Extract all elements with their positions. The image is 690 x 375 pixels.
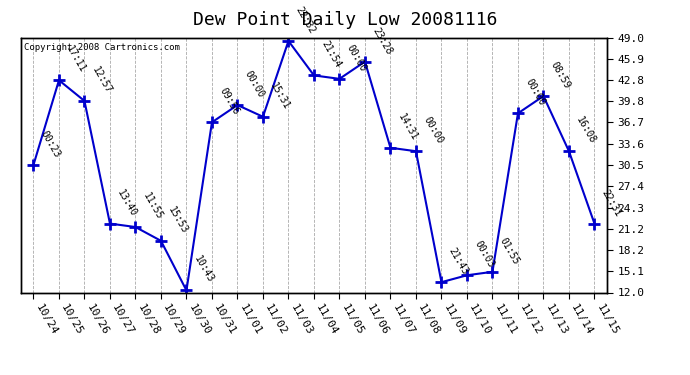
Text: Dew Point Daily Low 20081116: Dew Point Daily Low 20081116: [193, 11, 497, 29]
Text: 23:28: 23:28: [371, 26, 394, 56]
Text: 21:43: 21:43: [447, 246, 471, 277]
Text: 22:32: 22:32: [294, 5, 317, 35]
Text: 21:54: 21:54: [319, 39, 343, 70]
Text: 00:03: 00:03: [473, 239, 496, 270]
Text: 10:43: 10:43: [192, 254, 215, 285]
Text: 15:53: 15:53: [166, 205, 190, 235]
Text: 00:00: 00:00: [243, 69, 266, 99]
Text: 22:31: 22:31: [600, 188, 623, 218]
Text: 01:55: 01:55: [498, 236, 522, 266]
Text: 14:31: 14:31: [396, 112, 420, 142]
Text: 00:23: 00:23: [39, 129, 62, 159]
Text: 08:59: 08:59: [549, 60, 572, 90]
Text: 12:57: 12:57: [90, 65, 113, 95]
Text: 15:31: 15:31: [268, 81, 292, 111]
Text: 17:11: 17:11: [64, 44, 88, 75]
Text: 13:40: 13:40: [115, 188, 139, 218]
Text: 09:56: 09:56: [217, 86, 241, 117]
Text: 16:08: 16:08: [575, 115, 598, 146]
Text: 00:00: 00:00: [524, 77, 547, 108]
Text: 00:00: 00:00: [345, 43, 368, 73]
Text: Copyright 2008 Cartronics.com: Copyright 2008 Cartronics.com: [23, 43, 179, 52]
Text: 11:55: 11:55: [141, 191, 164, 222]
Text: 00:00: 00:00: [422, 115, 445, 146]
